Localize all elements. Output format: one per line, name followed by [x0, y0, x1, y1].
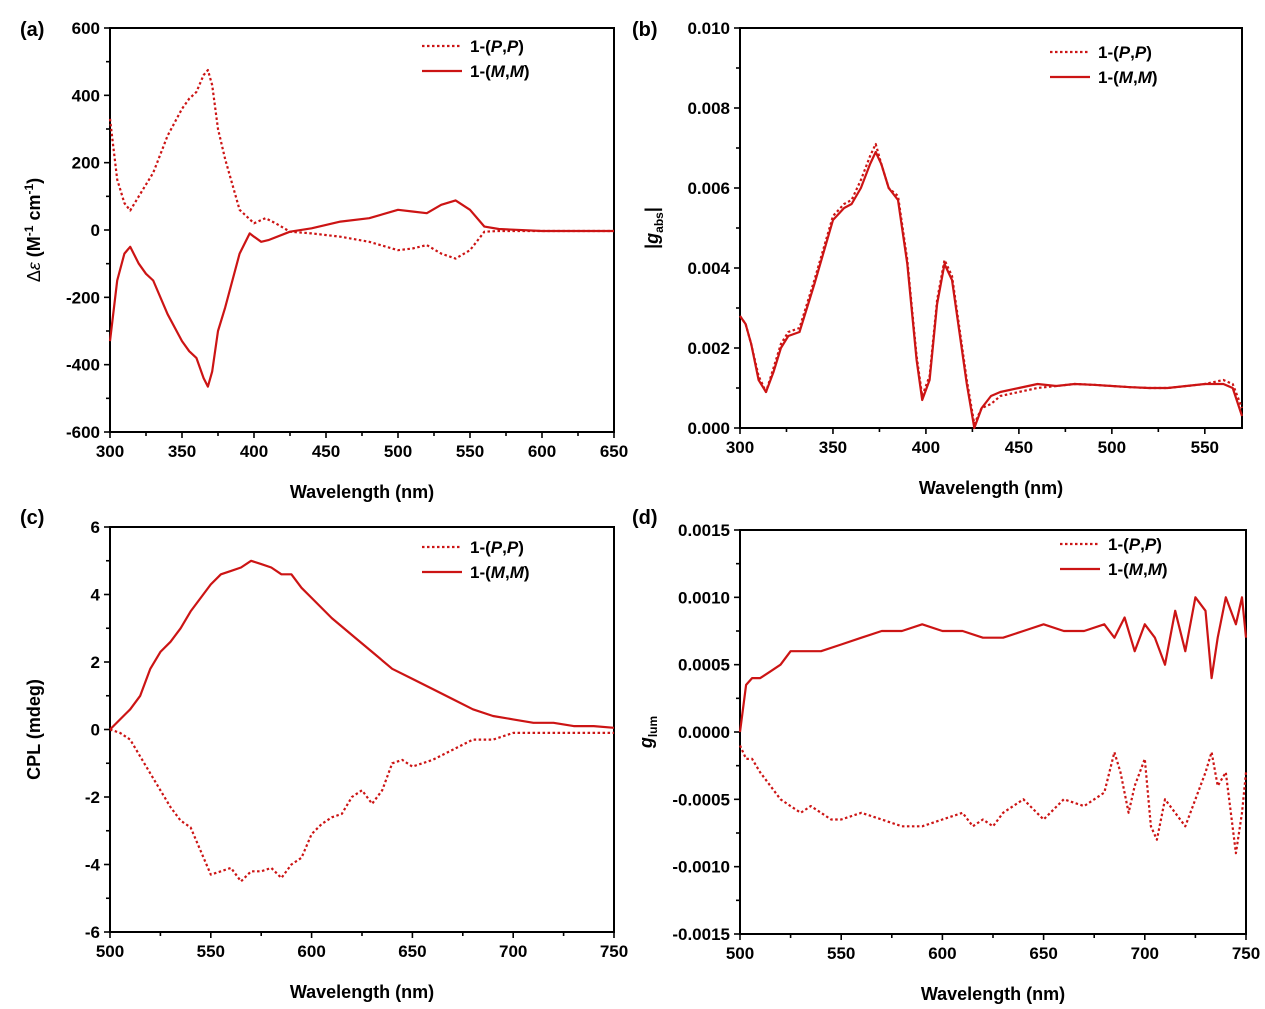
- x-tick-label: 550: [827, 944, 855, 963]
- y-axis-label: glum: [636, 716, 660, 749]
- y-tick-label: 0.004: [687, 259, 730, 278]
- y-tick-label: -0.0005: [672, 790, 730, 809]
- y-tick-label: 0.000: [687, 419, 730, 438]
- series-line-solid: [109, 559, 615, 731]
- series-line-dotted: [109, 728, 614, 883]
- panel-label: (b): [632, 19, 658, 41]
- series-line-dotted: [738, 745, 1248, 855]
- y-tick-label: 6: [91, 518, 100, 537]
- y-tick-label: 4: [91, 586, 101, 605]
- y-tick-label: 600: [72, 19, 100, 38]
- y-tick-label: 200: [72, 154, 100, 173]
- y-axis-label: |gabs|: [642, 207, 666, 249]
- legend-label: 1-(P,P): [1108, 535, 1162, 554]
- x-tick-label: 700: [1131, 944, 1159, 963]
- x-tick-label: 500: [384, 442, 412, 461]
- panel-label: (c): [20, 507, 44, 529]
- legend-label: 1-(P,P): [470, 538, 524, 557]
- x-tick-label: 550: [197, 942, 225, 961]
- x-tick-label: 350: [819, 438, 847, 457]
- x-tick-label: 300: [96, 442, 124, 461]
- y-tick-label: 0.0000: [678, 723, 730, 742]
- y-tick-label: 0.008: [687, 99, 730, 118]
- x-tick-label: 750: [600, 942, 628, 961]
- x-tick-label: 700: [499, 942, 527, 961]
- y-tick-label: 0.010: [687, 19, 730, 38]
- legend-label: 1-(P,P): [470, 37, 524, 56]
- y-tick-label: 0: [91, 221, 100, 240]
- panel-label: (a): [20, 19, 44, 41]
- x-tick-label: 450: [312, 442, 340, 461]
- y-tick-label: -0.0010: [672, 858, 730, 877]
- x-axis-label: Wavelength (nm): [290, 982, 434, 1002]
- y-axis-label: Δε (M-1 cm-1): [22, 178, 44, 282]
- x-tick-label: 500: [96, 942, 124, 961]
- x-tick-label: 650: [1029, 944, 1057, 963]
- x-tick-label: 750: [1232, 944, 1260, 963]
- legend-label: 1-(P,P): [1098, 43, 1152, 62]
- panel-label: (d): [632, 507, 658, 529]
- chart-panel-4: (d) 500 550 600 650 700 750 -0.0015 -0.0010 -0.00…: [632, 507, 1260, 1004]
- y-tick-label: -0.0015: [672, 925, 730, 944]
- y-tick-label: -6: [85, 923, 100, 942]
- y-tick-label: 0.006: [687, 179, 730, 198]
- x-axis-label: Wavelength (nm): [290, 482, 434, 502]
- plot-frame: [739, 27, 1243, 429]
- x-tick-label: 650: [600, 442, 628, 461]
- x-tick-label: 350: [168, 442, 196, 461]
- y-tick-label: 0.0010: [678, 588, 730, 607]
- y-tick-label: 400: [72, 86, 100, 105]
- x-tick-label: 400: [240, 442, 268, 461]
- y-tick-label: 0.0005: [678, 656, 730, 675]
- chart-panel-2: (b) 300 350 400 450 500 550 0.000 0.002 0.004 0.00…: [632, 19, 1244, 498]
- x-axis-label: Wavelength (nm): [921, 984, 1065, 1004]
- legend-label: 1-(M,M): [1098, 68, 1158, 87]
- series-line-solid: [738, 596, 1248, 733]
- y-tick-label: 0: [91, 721, 100, 740]
- legend-label: 1-(M,M): [470, 563, 530, 582]
- series-line-solid: [108, 199, 614, 388]
- x-tick-label: 400: [912, 438, 940, 457]
- x-tick-label: 300: [726, 438, 754, 457]
- x-tick-label: 550: [1191, 438, 1219, 457]
- x-tick-label: 500: [1098, 438, 1126, 457]
- y-tick-label: -4: [85, 856, 101, 875]
- x-axis-label: Wavelength (nm): [919, 478, 1063, 498]
- plot-frame: [739, 529, 1247, 935]
- x-tick-label: 450: [1005, 438, 1033, 457]
- chart-panel-1: (a) 300 350 400 450 500 550 600 650 -600 -400 -200 0…: [20, 19, 628, 502]
- x-tick-label: 600: [297, 942, 325, 961]
- y-tick-label: 0.0015: [678, 521, 730, 540]
- y-axis-label: CPL (mdeg): [24, 679, 44, 780]
- chart-panel-3: (c) 500 550 600 650 700 750 -6 -4 -2 0 2 4 6 Wavelengt…: [20, 507, 628, 1002]
- y-tick-label: -600: [66, 423, 100, 442]
- y-tick-label: -2: [85, 788, 100, 807]
- y-tick-label: -400: [66, 356, 100, 375]
- x-tick-label: 600: [928, 944, 956, 963]
- y-tick-label: 2: [91, 653, 100, 672]
- series-line-dotted: [108, 68, 614, 260]
- y-tick-label: -200: [66, 288, 100, 307]
- y-tick-label: 0.002: [687, 339, 730, 358]
- x-tick-label: 600: [528, 442, 556, 461]
- x-tick-label: 550: [456, 442, 484, 461]
- x-tick-label: 650: [398, 942, 426, 961]
- legend-label: 1-(M,M): [1108, 560, 1168, 579]
- series-line-solid: [739, 150, 1244, 430]
- legend-label: 1-(M,M): [470, 62, 530, 81]
- x-tick-label: 500: [726, 944, 754, 963]
- plot-frame: [109, 526, 615, 933]
